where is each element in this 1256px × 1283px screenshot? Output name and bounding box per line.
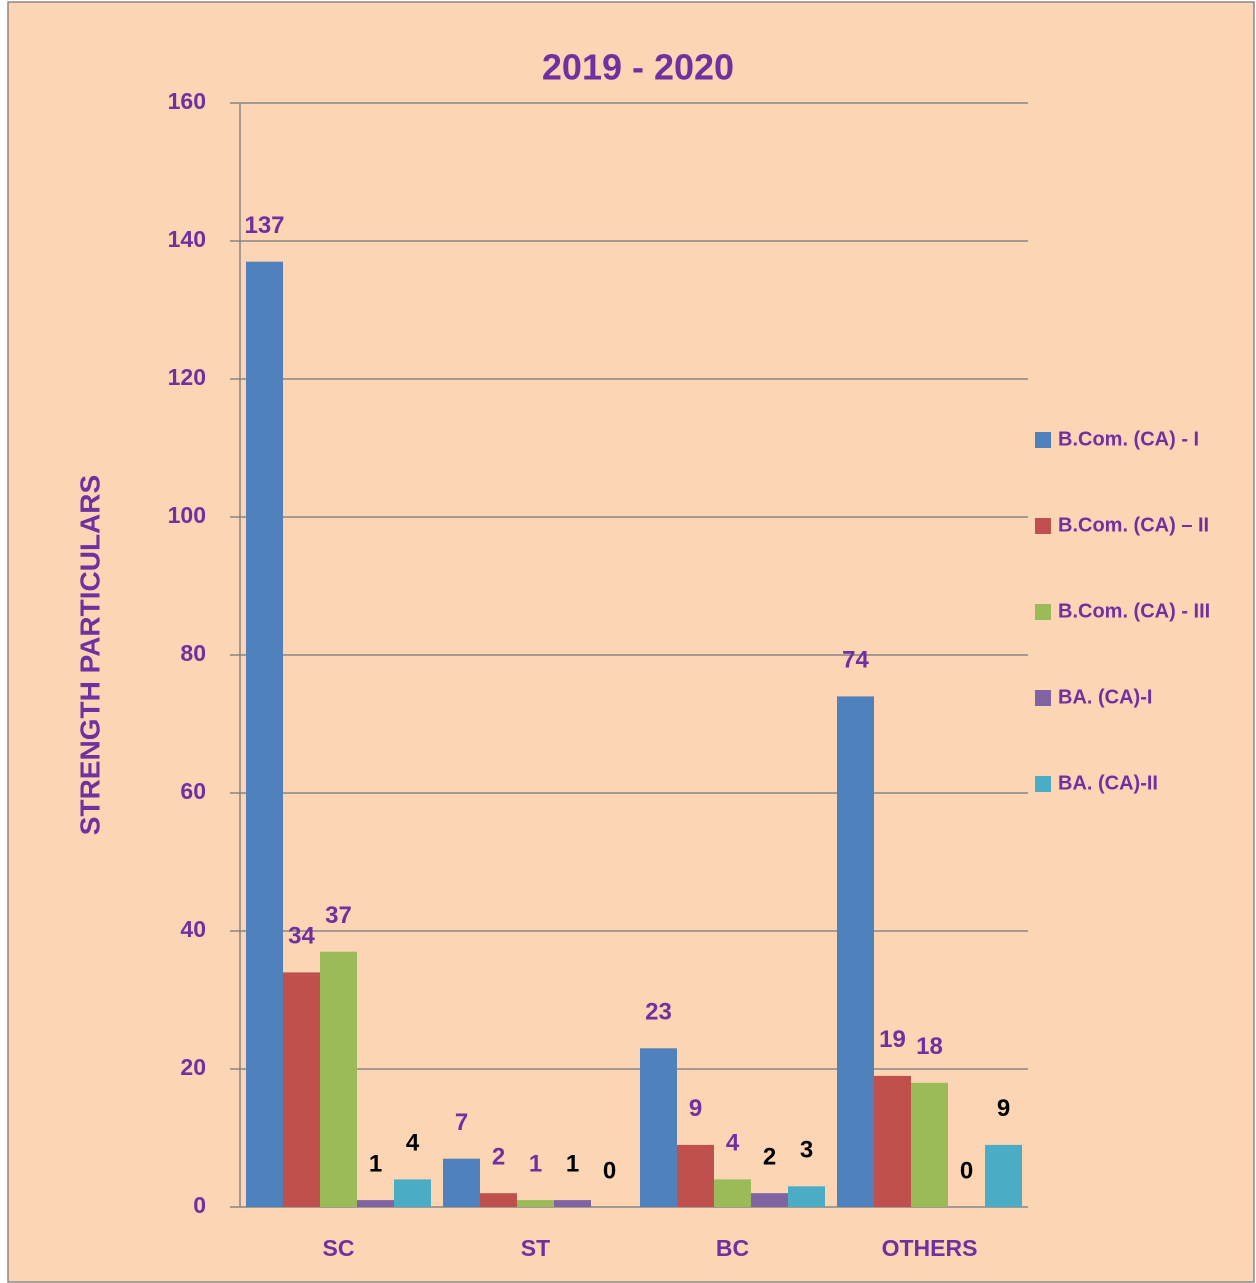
data-label: 19	[879, 1026, 906, 1053]
data-label: 2	[763, 1144, 776, 1171]
legend-label: B.Com. (CA) - I	[1058, 428, 1199, 450]
data-label: 18	[916, 1033, 943, 1060]
legend-label: B.Com. (CA) – II	[1058, 514, 1209, 536]
bar	[480, 1193, 517, 1207]
data-label: 37	[325, 902, 352, 929]
data-label: 2	[492, 1144, 505, 1171]
y-tick-label: 100	[168, 502, 206, 528]
data-label: 9	[997, 1095, 1010, 1122]
x-tick-label: SC	[323, 1235, 355, 1261]
bar	[837, 696, 874, 1207]
bar	[246, 261, 283, 1207]
y-tick-label: 0	[193, 1192, 206, 1218]
data-label: 9	[689, 1095, 702, 1122]
legend-label: B.Com. (CA) - III	[1058, 600, 1210, 622]
bar	[554, 1200, 591, 1207]
data-label: 34	[288, 923, 315, 950]
legend-swatch	[1035, 604, 1051, 620]
bar	[874, 1075, 911, 1207]
data-label: 137	[244, 212, 284, 239]
legend-label: BA. (CA)-I	[1058, 686, 1152, 708]
data-label: 23	[645, 999, 672, 1026]
bar	[394, 1179, 431, 1207]
x-tick-label: OTHERS	[882, 1235, 978, 1261]
x-tick-label: ST	[521, 1235, 550, 1261]
legend-swatch	[1035, 518, 1051, 534]
bar	[640, 1048, 677, 1207]
bar	[911, 1082, 948, 1207]
data-label: 1	[529, 1150, 542, 1177]
data-label: 0	[960, 1157, 973, 1184]
legend-swatch	[1035, 690, 1051, 706]
bar	[714, 1179, 751, 1207]
legend-label: BA. (CA)-II	[1058, 772, 1158, 794]
data-label: 4	[406, 1130, 420, 1157]
x-tick-label: BC	[716, 1235, 749, 1261]
bar	[677, 1144, 714, 1207]
bar	[517, 1200, 554, 1207]
bar	[443, 1158, 480, 1207]
y-tick-label: 60	[180, 778, 206, 804]
data-label: 74	[842, 647, 869, 674]
y-tick-label: 160	[168, 88, 206, 114]
chart-title: 2019 - 2020	[542, 47, 734, 88]
bar	[985, 1144, 1022, 1207]
y-tick-label: 140	[168, 226, 206, 252]
y-axis-title: STRENGTH PARTICULARS	[74, 475, 105, 835]
data-label: 7	[455, 1109, 468, 1136]
bar	[320, 951, 357, 1207]
bar	[788, 1186, 825, 1207]
bar	[283, 972, 320, 1207]
bar	[751, 1193, 788, 1207]
data-label: 1	[369, 1150, 382, 1177]
data-label: 3	[800, 1137, 813, 1164]
data-label: 0	[603, 1157, 616, 1184]
y-tick-label: 80	[180, 640, 206, 666]
y-tick-label: 40	[180, 916, 206, 942]
legend-swatch	[1035, 432, 1051, 448]
legend-swatch	[1035, 776, 1051, 792]
y-tick-label: 20	[180, 1054, 206, 1080]
data-label: 4	[726, 1130, 740, 1157]
y-tick-label: 120	[168, 364, 206, 390]
data-label: 1	[566, 1150, 579, 1177]
bar	[357, 1200, 394, 1207]
